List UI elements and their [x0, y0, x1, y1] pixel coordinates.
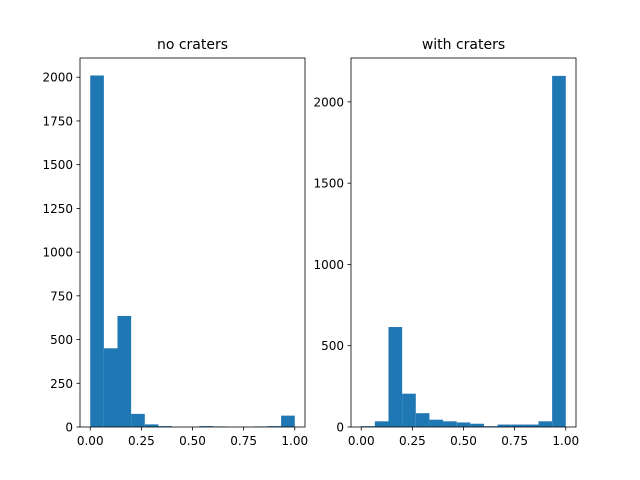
subplot-1: 0.00 0.25 0.50 0.75 1.00 0 250 500 750 1000 1250 15…: [42, 37, 308, 448]
histogram-bar: [429, 419, 444, 427]
subplot-2: 0.00 0.25 0.50 0.75 1.00 0 500 1000 1500 2000 with…: [313, 37, 579, 448]
histogram-bar: [117, 315, 132, 427]
histogram-bar: [470, 423, 484, 427]
histogram-bar: [103, 348, 118, 427]
y-tick-label: 0: [65, 421, 73, 435]
x-tick-label: 1.00: [281, 434, 308, 448]
histogram-bar: [90, 75, 104, 427]
y-tick-label: 0: [336, 421, 344, 435]
x-tick-label: 0.75: [501, 434, 528, 448]
y-tick-label: 2000: [42, 71, 73, 85]
subplot-title: no craters: [157, 37, 228, 53]
histogram-bar: [402, 393, 416, 427]
histogram-bar: [483, 426, 498, 427]
x-tick-label: 0.50: [179, 434, 206, 448]
histogram-bar: [199, 426, 213, 427]
histogram-bar: [374, 421, 389, 427]
histogram-bar: [415, 413, 430, 427]
histogram-bar: [131, 413, 145, 427]
y-tick-label: 1750: [42, 114, 73, 128]
histogram-bar: [443, 421, 457, 427]
y-tick-label: 1000: [313, 258, 344, 272]
y-tick-label: 500: [50, 333, 73, 347]
histogram-bar: [538, 421, 553, 427]
y-tick-label: 1250: [42, 202, 73, 216]
x-tick-label: 0.25: [128, 434, 155, 448]
axes-frame: [350, 57, 577, 428]
y-tick-label: 2000: [313, 95, 344, 109]
histogram-bar: [158, 426, 173, 427]
x-tick-label: 0.50: [450, 434, 477, 448]
y-tick-label: 1000: [42, 246, 73, 260]
x-tick-label: 1.00: [552, 434, 579, 448]
bars: [361, 75, 566, 428]
y-tick-label: 1500: [313, 177, 344, 191]
bars: [90, 75, 295, 427]
x-tick-label: 0.25: [399, 434, 426, 448]
subplot-title: with craters: [422, 37, 505, 53]
histogram-bar: [144, 424, 159, 427]
histogram-bar: [281, 415, 295, 427]
histogram-bar: [524, 424, 539, 427]
y-tick-label: 250: [50, 377, 73, 391]
histogram-bar: [388, 327, 403, 427]
histogram-bar: [456, 422, 471, 427]
histogram-bar: [511, 424, 525, 427]
y-tick-label: 750: [50, 289, 73, 303]
x-tick-label: 0.75: [230, 434, 257, 448]
x-tick-label: 0.00: [348, 434, 375, 448]
y-tick-label: 500: [321, 339, 344, 353]
histogram-bar: [552, 75, 566, 428]
y-tick-label: 1500: [42, 158, 73, 172]
x-tick-label: 0.00: [77, 434, 104, 448]
histogram-bar: [361, 426, 375, 427]
histogram-bar: [497, 424, 512, 427]
histogram-bar: [267, 426, 282, 427]
